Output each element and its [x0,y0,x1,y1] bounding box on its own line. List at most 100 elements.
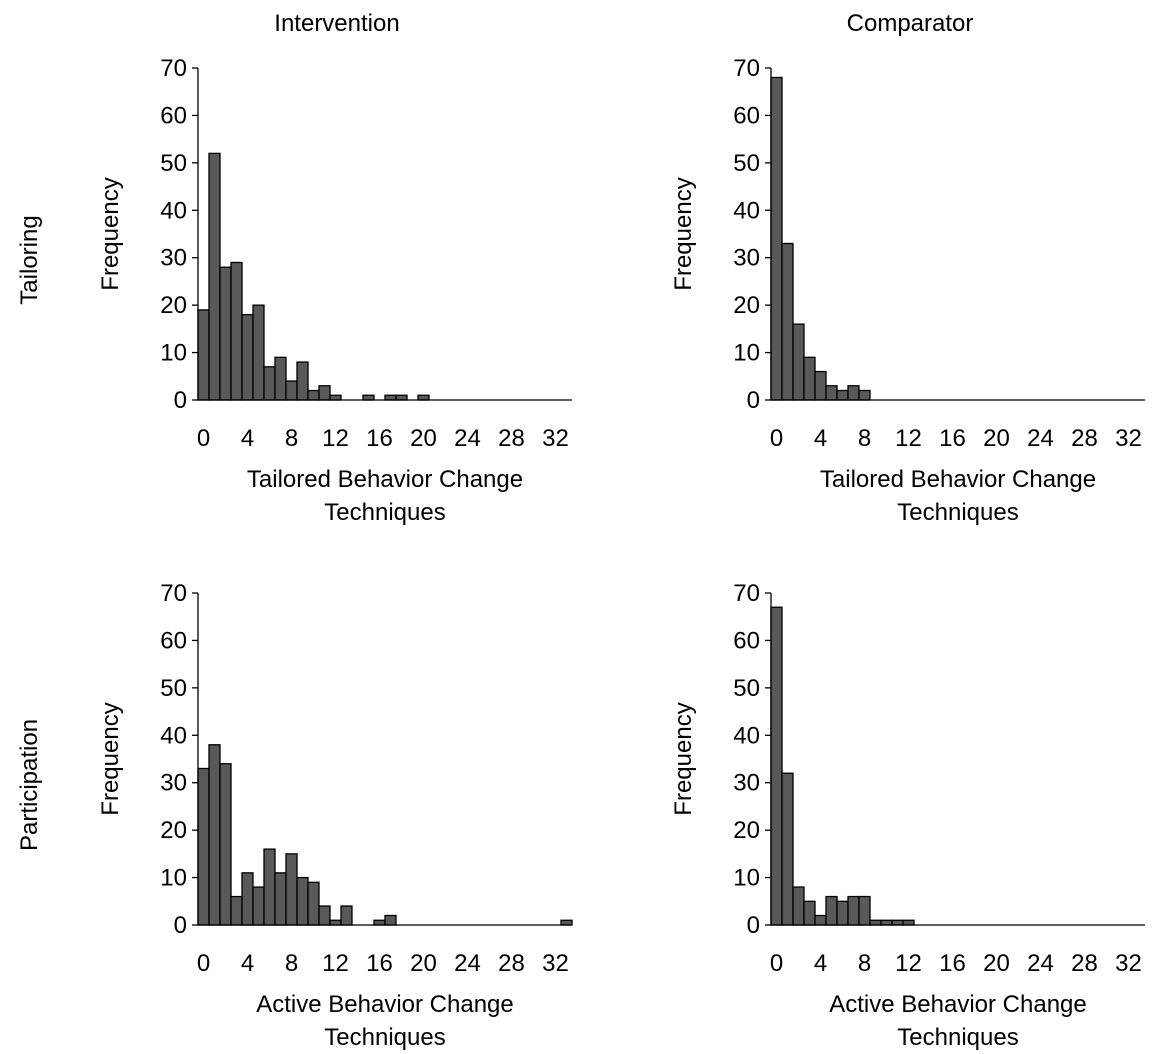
histogram-bar [847,895,860,926]
y-tick-label: 50 [733,150,760,177]
x-tick-label: 12 [895,425,922,452]
histogram-bar [197,309,210,401]
x-tick-label: 20 [410,950,437,977]
y-tick-label: 10 [160,340,187,367]
histogram-bar [329,919,342,926]
chart-panel-comparator-participation: 0 10 20 30 40 50 60 70 0 4 8 12 16 20 24 28 32 Active Beh… [670,580,1145,1051]
y-tick-label: 30 [733,245,760,272]
histogram-bar [803,356,816,401]
y-tick-label: 70 [160,55,187,82]
x-tick-label: 8 [285,950,298,977]
y-tick-label: 20 [160,292,187,319]
y-tick-label: 30 [160,770,187,797]
x-tick-label: 32 [1115,425,1142,452]
histogram-bar [869,919,882,926]
histogram-bar [858,389,871,401]
y-tick-label: 30 [160,245,187,272]
x-tick-label: 0 [197,425,210,452]
x-tick-label: 16 [366,950,393,977]
histogram-bar [781,242,794,401]
histogram-bar [274,356,287,401]
x-tick-label: 0 [197,950,210,977]
column-title-intervention: Intervention [274,10,399,37]
histogram-bar [417,394,430,401]
y-axis-label: Frequency [670,177,697,290]
y-tick-label: 50 [733,675,760,702]
histogram-bar [803,900,816,926]
y-tick-label: 0 [174,387,187,414]
histogram-bar [197,767,210,926]
x-tick-label: 16 [366,425,393,452]
histogram-bar [263,366,276,401]
histogram-bar [252,304,265,401]
x-tick-label: 28 [1071,950,1098,977]
histogram-bar [318,905,331,926]
y-axis-label: Frequency [97,177,124,290]
x-axis-label: Tailored Behavior Change [247,466,523,493]
y-tick-label: 60 [733,627,760,654]
y-tick-label: 0 [174,912,187,939]
x-tick-label: 16 [939,425,966,452]
x-tick-label: 32 [1115,950,1142,977]
y-tick-label: 40 [160,197,187,224]
histogram-bar [208,744,221,926]
histogram-bar [241,313,254,401]
x-axis-label: Tailored Behavior Change [820,466,1096,493]
y-tick-label: 10 [160,865,187,892]
histogram-bar [770,606,783,926]
chart-panel-intervention-participation: 0 10 20 30 40 50 60 70 0 4 8 12 16 20 24 28 32 Active Beh… [97,580,573,1051]
histogram-bar [814,370,827,401]
x-axis-label: Active Behavior Change [829,991,1086,1018]
x-tick-label: 24 [1027,950,1054,977]
histogram-bar [891,919,904,926]
x-tick-label: 16 [939,950,966,977]
y-tick-label: 60 [733,102,760,129]
histogram-bar [395,394,408,401]
x-tick-label: 24 [1027,425,1054,452]
y-axis-label: Frequency [97,702,124,815]
x-tick-label: 24 [454,425,481,452]
histogram-bar [836,900,849,926]
histogram-bar [836,389,849,401]
x-axis-label: Techniques [897,1024,1018,1051]
y-tick-label: 10 [733,340,760,367]
x-tick-label: 4 [814,950,827,977]
column-title-comparator: Comparator [847,10,974,37]
row-title-participation: Participation [16,719,43,851]
y-tick-label: 40 [733,722,760,749]
y-tick-label: 70 [733,55,760,82]
x-axis-label: Techniques [324,1024,445,1051]
x-tick-label: 4 [814,425,827,452]
histogram-bar [373,919,386,926]
y-tick-label: 0 [747,912,760,939]
y-tick-label: 40 [160,722,187,749]
y-axis-label: Frequency [670,702,697,815]
x-tick-label: 8 [858,425,871,452]
x-tick-label: 20 [983,425,1010,452]
x-axis-label: Active Behavior Change [256,991,513,1018]
histogram-bar [263,848,276,926]
x-tick-label: 4 [241,425,254,452]
x-tick-label: 8 [285,425,298,452]
histogram-bar [230,895,243,926]
y-tick-label: 0 [747,387,760,414]
x-tick-label: 28 [498,950,525,977]
histogram-bar [329,394,342,401]
y-tick-label: 20 [733,817,760,844]
histogram-bar [307,389,320,401]
x-tick-label: 0 [770,950,783,977]
histogram-bar [296,361,309,401]
x-tick-label: 28 [1071,425,1098,452]
histogram-bar [318,385,331,401]
y-tick-label: 70 [733,580,760,607]
x-tick-label: 20 [410,425,437,452]
x-tick-label: 4 [241,950,254,977]
histogram-bar [792,323,805,401]
histogram-bar [902,919,915,926]
x-tick-label: 12 [322,950,349,977]
histogram-bar [219,763,232,926]
y-tick-label: 50 [160,675,187,702]
histogram-bar [285,853,298,926]
